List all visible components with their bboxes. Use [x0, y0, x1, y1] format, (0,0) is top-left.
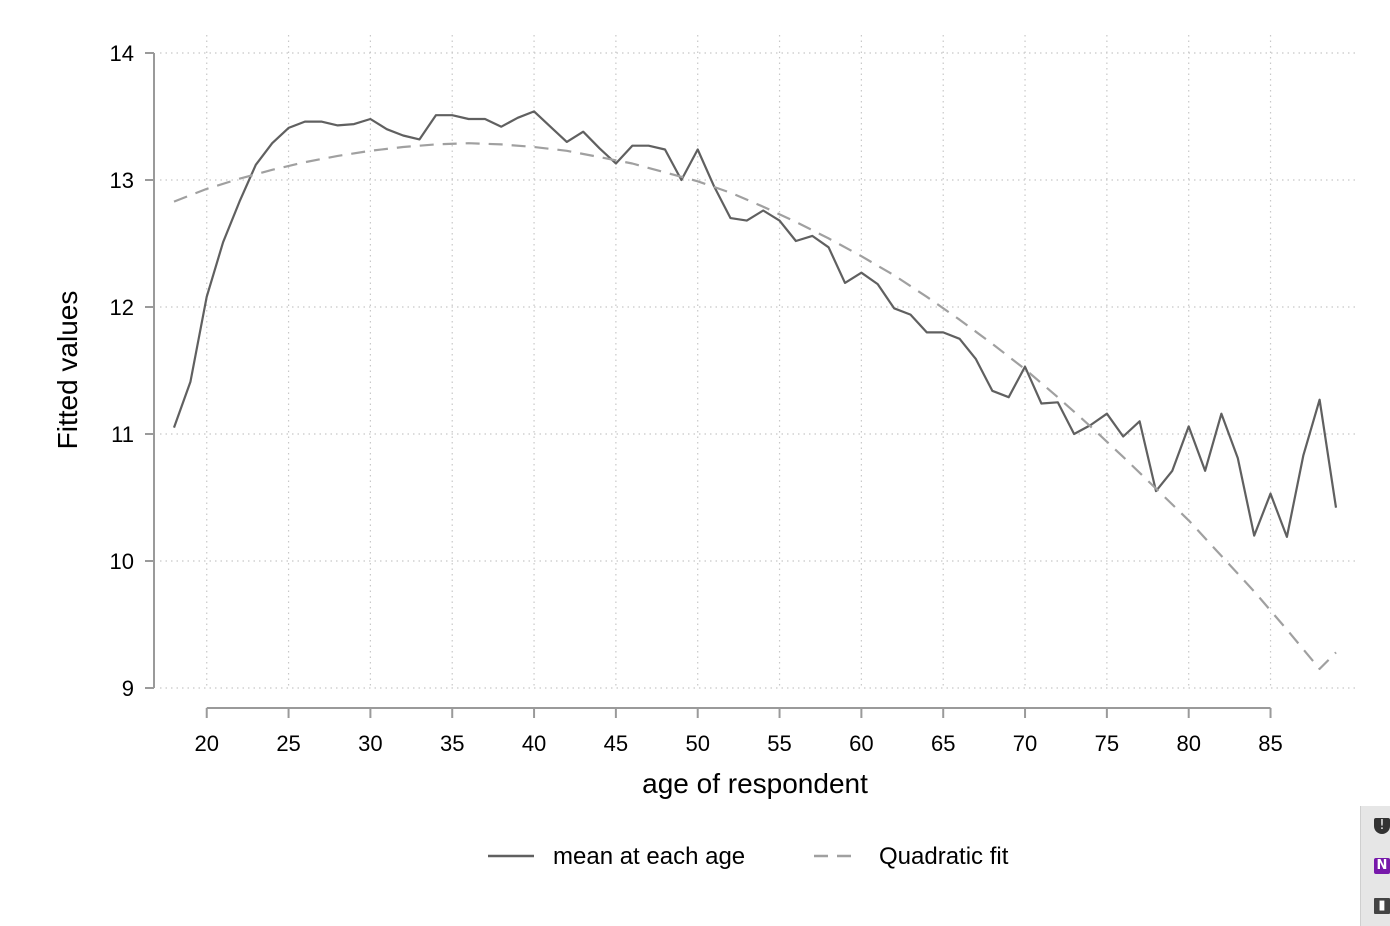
bookmark-icon[interactable]: ▮	[1374, 898, 1390, 914]
series-layer	[172, 110, 1338, 671]
x-axis-title: age of respondent	[642, 768, 868, 799]
system-tray-panel: ! N ▮	[1360, 806, 1390, 926]
y-tick-label: 13	[110, 168, 134, 193]
x-tick-label: 25	[276, 731, 300, 756]
y-tick-label: 11	[111, 422, 134, 447]
x-tick-label: 60	[849, 731, 873, 756]
x-tick-label: 85	[1258, 731, 1282, 756]
axes: 9 10 11 12 13 14 20 25 30 35 40 45 50 55 60 65 70 75 80 85	[110, 41, 1283, 756]
x-tick-label: 35	[440, 731, 464, 756]
shield-warning-icon[interactable]: !	[1374, 818, 1390, 834]
x-tick-label: 65	[931, 731, 955, 756]
x-tick-label: 70	[1013, 731, 1037, 756]
x-tick-label: 30	[358, 731, 382, 756]
y-tick-label: 12	[110, 295, 134, 320]
series-line-quadratic	[173, 142, 1337, 671]
x-tick-label: 50	[685, 731, 709, 756]
y-tick-label: 9	[122, 676, 134, 701]
legend-label-quadratic: Quadratic fit	[879, 843, 1009, 870]
x-tick-label: 40	[522, 731, 546, 756]
y-tick-label: 10	[110, 549, 134, 574]
x-tick-label: 55	[767, 731, 791, 756]
y-axis-title: Fitted values	[52, 291, 83, 450]
legend-label-mean: mean at each age	[553, 843, 745, 870]
series-line-mean	[172, 110, 1338, 539]
legend: mean at each age Quadratic fit	[488, 843, 1009, 870]
x-tick-label: 75	[1095, 731, 1119, 756]
grid-lines	[160, 35, 1356, 689]
x-tick-label: 80	[1176, 731, 1200, 756]
x-tick-label: 45	[604, 731, 628, 756]
onenote-icon[interactable]: N	[1374, 858, 1390, 874]
y-tick-label: 14	[110, 41, 134, 66]
x-tick-label: 20	[194, 731, 218, 756]
